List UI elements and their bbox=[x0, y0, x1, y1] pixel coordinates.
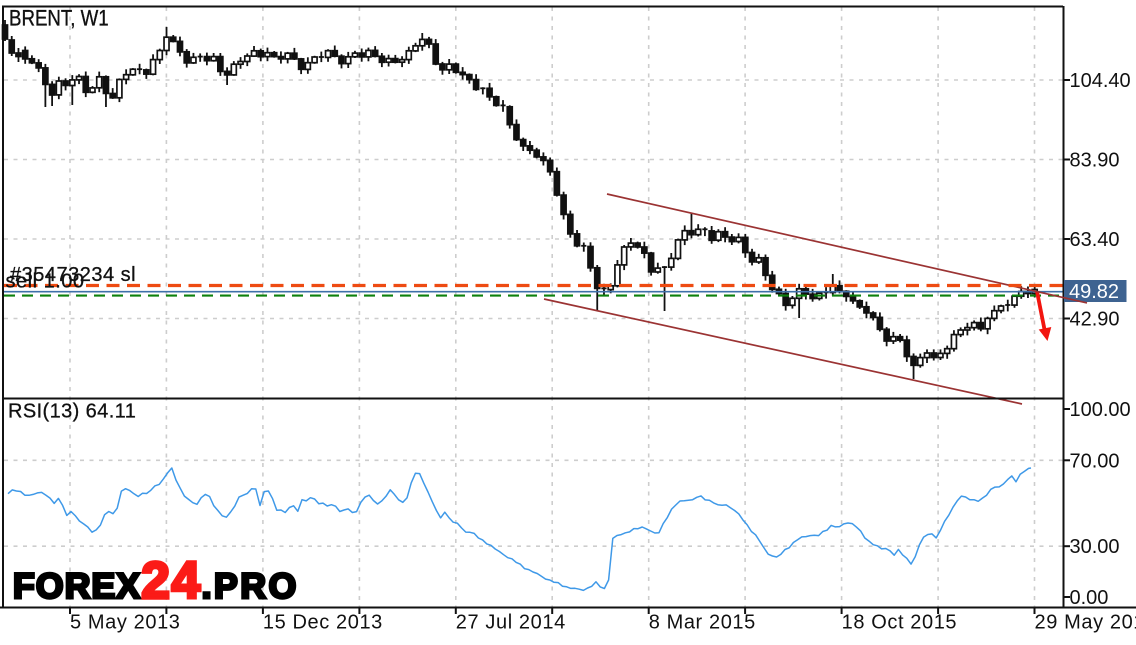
svg-text:sell 1.00: sell 1.00 bbox=[6, 271, 85, 293]
svg-text:30.00: 30.00 bbox=[1070, 536, 1120, 558]
svg-text:70.00: 70.00 bbox=[1070, 450, 1120, 472]
svg-text:8 Mar 2015: 8 Mar 2015 bbox=[649, 612, 756, 634]
svg-text:42.90: 42.90 bbox=[1070, 309, 1120, 331]
svg-text:18 Oct 2015: 18 Oct 2015 bbox=[842, 612, 958, 634]
svg-text:5 May 2013: 5 May 2013 bbox=[70, 612, 181, 634]
svg-text:27 Jul 2014: 27 Jul 2014 bbox=[456, 612, 566, 634]
svg-text:63.40: 63.40 bbox=[1070, 229, 1120, 251]
svg-text:RSI(13) 64.11: RSI(13) 64.11 bbox=[8, 401, 136, 423]
svg-text:29 May 2016: 29 May 2016 bbox=[1035, 612, 1136, 634]
svg-text:FOREX24.PRO: FOREX24.PRO bbox=[13, 551, 299, 609]
svg-text:100.00: 100.00 bbox=[1070, 399, 1131, 421]
svg-text:0.00: 0.00 bbox=[1070, 587, 1109, 609]
svg-text:104.40: 104.40 bbox=[1070, 70, 1131, 92]
svg-text:83.90: 83.90 bbox=[1070, 150, 1120, 172]
svg-text:BRENT, W1: BRENT, W1 bbox=[9, 7, 109, 31]
svg-text:15 Dec 2013: 15 Dec 2013 bbox=[263, 612, 383, 634]
